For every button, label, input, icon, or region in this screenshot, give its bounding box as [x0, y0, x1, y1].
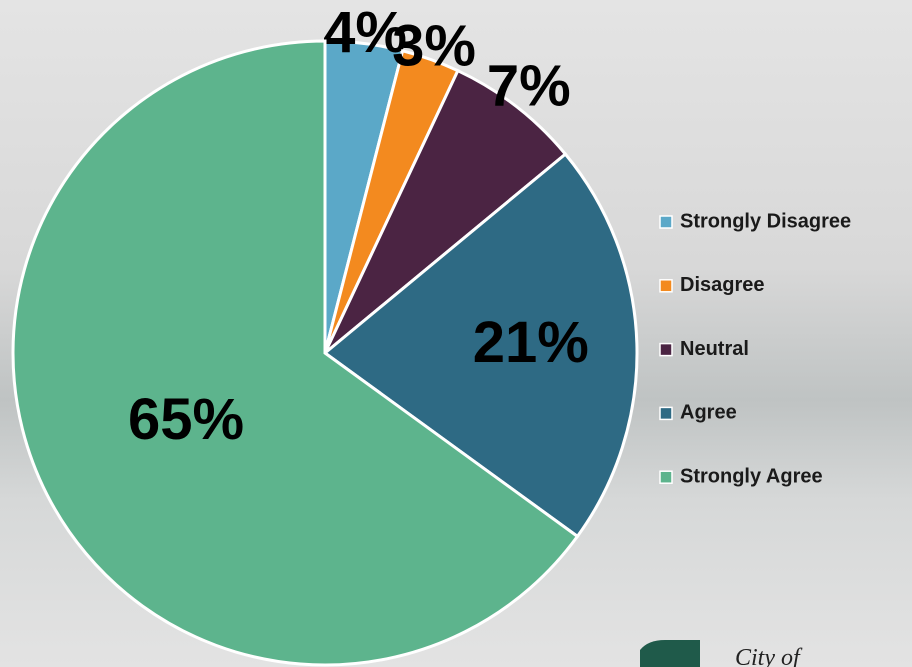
legend-swatch: [659, 470, 673, 484]
logo-mark: [640, 640, 700, 667]
data-label: 4%: [323, 0, 407, 65]
data-label: 7%: [487, 54, 571, 119]
legend-swatch: [659, 406, 673, 421]
pie-slice: [11, 39, 580, 667]
legend-swatch: [659, 215, 673, 229]
data-label: 65%: [128, 387, 244, 452]
legend-label: Strongly Disagree: [680, 210, 851, 232]
pie-slice: [323, 68, 568, 355]
legend-label: Agree: [680, 402, 737, 424]
legend-label: Strongly Agree: [680, 465, 823, 487]
legend-swatch: [659, 342, 673, 357]
data-label: 21%: [473, 310, 589, 375]
logo-text: City of: [735, 645, 803, 667]
legend-swatch: [659, 279, 673, 293]
legend-label: Disagree: [680, 274, 765, 296]
pie-slice: [322, 152, 639, 539]
legend-label: Neutral: [680, 338, 749, 360]
data-label: 3%: [392, 13, 476, 78]
